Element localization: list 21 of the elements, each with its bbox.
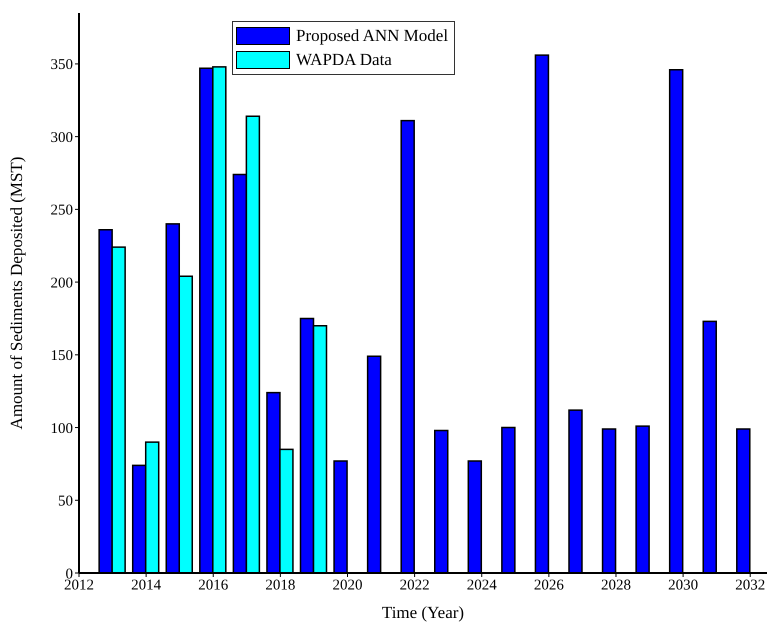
x-tick-label: 2014 — [131, 578, 162, 594]
x-tick-label: 2020 — [332, 578, 362, 594]
y-tick-label: 50 — [58, 494, 73, 510]
y-tick-label: 300 — [50, 130, 73, 146]
legend-label: WAPDA Data — [296, 50, 392, 70]
y-tick-label: 100 — [50, 420, 73, 437]
x-tick-label: 2024 — [466, 578, 498, 594]
y-tick-label: 250 — [50, 202, 73, 219]
x-tick-label: 2028 — [600, 578, 631, 594]
x-tick-label: 2022 — [400, 578, 430, 594]
x-tick-label: 2032 — [735, 578, 766, 594]
y-axis-title: Amount of Sediments Deposited (MST) — [7, 156, 26, 430]
x-tick-label: 2016 — [198, 578, 229, 594]
legend-label: Proposed ANN Model — [296, 26, 448, 46]
x-axis-title: Time (Year) — [382, 603, 464, 622]
y-tick-label: 150 — [50, 348, 73, 364]
x-tick-label: 2026 — [534, 578, 564, 594]
y-tick-label: 200 — [50, 275, 73, 292]
x-tick-label: 2018 — [265, 578, 296, 594]
y-tick-label: 350 — [50, 57, 73, 74]
x-tick-label: 2030 — [668, 578, 698, 594]
